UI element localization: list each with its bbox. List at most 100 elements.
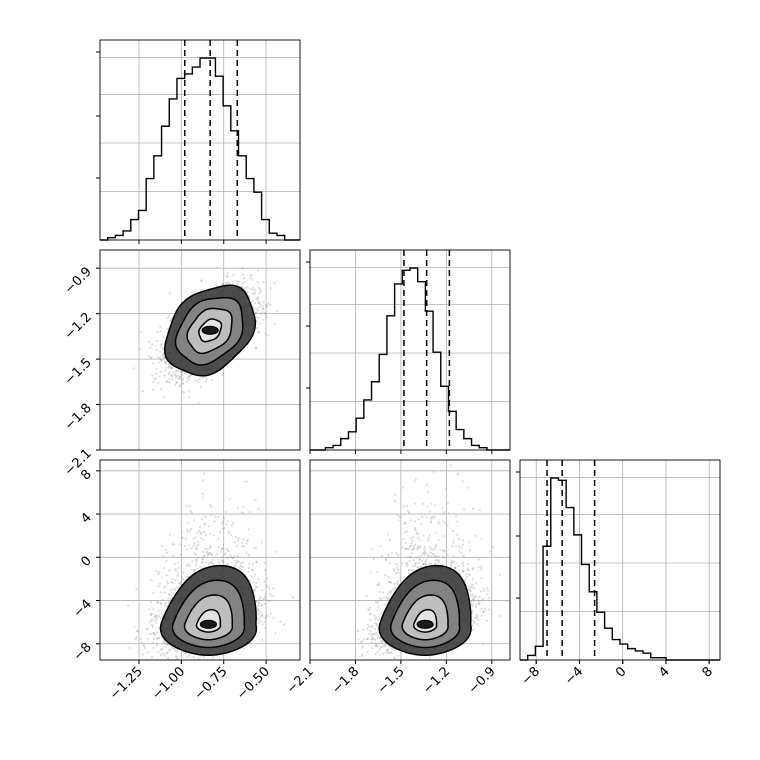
scatter-point — [247, 295, 251, 298]
scatter-point — [253, 573, 257, 576]
scatter-point — [261, 589, 264, 592]
scatter-point — [242, 538, 245, 541]
scatter-point — [165, 362, 168, 365]
scatter-point — [261, 615, 264, 618]
scatter-point — [151, 618, 154, 621]
scatter-point — [261, 623, 265, 626]
scatter-point — [192, 519, 196, 522]
scatter-point — [207, 551, 211, 555]
histogram-bars — [520, 477, 720, 661]
scatter-point — [199, 385, 202, 388]
scatter-point — [243, 277, 246, 280]
scatter-point — [170, 580, 173, 584]
scatter-point — [168, 365, 171, 368]
scatter-point — [149, 356, 152, 360]
scatter-point — [160, 343, 163, 346]
scatter-point — [276, 309, 279, 313]
scatter-point — [178, 566, 181, 569]
scatter-point — [258, 601, 261, 604]
scatter-point — [160, 544, 163, 548]
scatter-point — [255, 307, 258, 311]
scatter-point — [213, 520, 216, 523]
scatter-point — [242, 273, 245, 276]
scatter-point — [205, 380, 208, 383]
scatter-point — [175, 445, 177, 447]
scatter-point — [256, 296, 259, 299]
scatter-point — [146, 627, 150, 630]
scatter-point — [148, 355, 151, 358]
scatter-point — [242, 281, 245, 284]
scatter-point — [160, 576, 163, 579]
scatter-point — [246, 480, 249, 483]
scatter-point — [258, 306, 261, 309]
scatter-point — [283, 623, 286, 626]
scatter-point — [194, 536, 197, 539]
histogram-bars — [310, 267, 511, 451]
scatter-point — [262, 318, 265, 321]
scatter-point — [264, 311, 267, 314]
scatter-point — [156, 330, 159, 334]
scatter-point — [141, 389, 144, 393]
scatter-point — [147, 608, 151, 611]
scatter-point — [188, 375, 191, 378]
scatter-point — [163, 356, 166, 359]
scatter-point — [163, 355, 166, 358]
scatter-point — [217, 515, 220, 518]
scatter-point — [180, 370, 183, 373]
scatter-point — [258, 301, 261, 305]
scatter-point — [236, 282, 239, 285]
scatter-point — [211, 562, 214, 565]
scatter-point — [155, 339, 158, 342]
scatter-point — [155, 644, 158, 648]
scatter-point — [258, 292, 261, 295]
scatter-point — [165, 604, 168, 607]
scatter-point — [257, 301, 260, 304]
scatter-point — [202, 538, 205, 542]
scatter-point — [225, 275, 228, 278]
scatter-point — [257, 297, 260, 300]
scatter-point — [214, 515, 217, 518]
scatter-point — [156, 601, 159, 604]
scatter-point — [195, 559, 198, 562]
scatter-point — [183, 445, 185, 447]
scatter-point — [223, 526, 226, 529]
scatter-point — [146, 637, 149, 641]
scatter-point — [268, 592, 271, 596]
scatter-point — [159, 654, 162, 657]
scatter-point — [179, 375, 182, 378]
scatter-point — [163, 591, 166, 594]
scatter-point — [165, 641, 168, 645]
scatter-point — [170, 317, 173, 320]
scatter-point — [186, 521, 189, 524]
scatter-point — [251, 286, 255, 289]
scatter-point — [157, 609, 160, 612]
scatter-point — [226, 562, 229, 566]
scatter-point — [195, 547, 198, 551]
scatter-point — [167, 366, 170, 369]
scatter-point — [259, 620, 262, 623]
scatter-point — [168, 649, 171, 652]
scatter-point — [181, 382, 184, 385]
scatter-point — [257, 507, 260, 511]
scatter-point — [221, 522, 224, 525]
scatter-point — [201, 518, 204, 521]
scatter-point — [175, 381, 178, 384]
scatter-point — [162, 641, 165, 644]
scatter-point — [264, 312, 267, 315]
scatter-point — [254, 288, 257, 291]
scatter-point — [162, 555, 165, 558]
scatter-point — [176, 657, 179, 660]
scatter-point — [170, 374, 173, 377]
scatter-point — [188, 378, 191, 381]
scatter-point — [266, 614, 269, 617]
density-core — [201, 325, 219, 335]
scatter-point — [235, 561, 238, 565]
scatter-point — [181, 373, 184, 377]
scatter-point — [257, 316, 260, 320]
scatter-point — [179, 583, 182, 586]
scatter-point — [263, 561, 266, 564]
scatter-point — [166, 643, 169, 646]
scatter-point — [156, 616, 159, 619]
scatter-point — [189, 374, 192, 377]
